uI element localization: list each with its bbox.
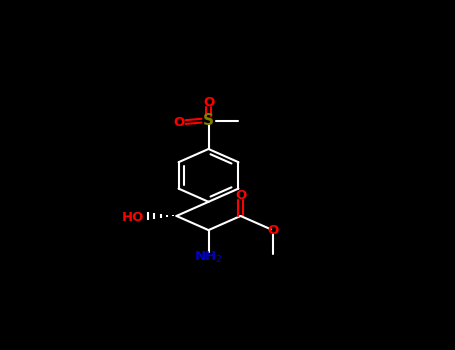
Text: O: O [267,224,278,237]
Text: O: O [235,189,246,202]
Text: S: S [203,113,214,128]
Text: O: O [203,96,214,109]
Text: HO: HO [121,211,144,224]
Text: O: O [173,116,184,128]
Text: NH$_2$: NH$_2$ [194,250,223,265]
